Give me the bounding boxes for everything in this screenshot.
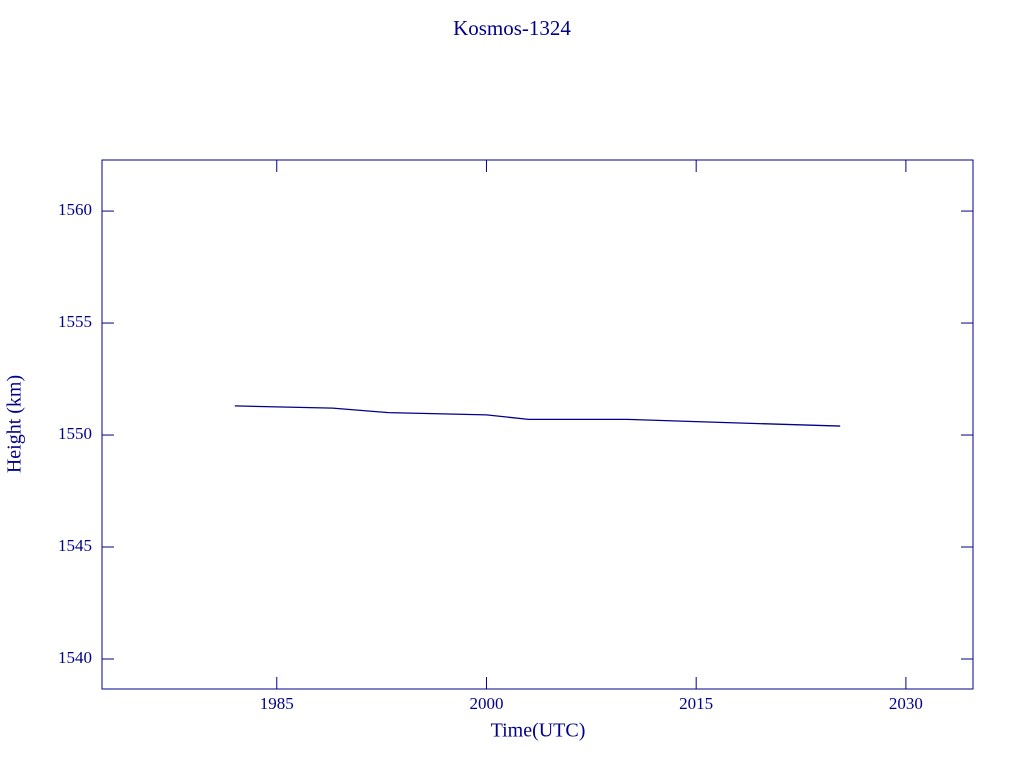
plot-frame (101, 159, 974, 690)
x-tick-label: 2000 (469, 694, 503, 713)
y-tick-label: 1540 (58, 648, 92, 667)
x-tick-label: 2030 (889, 694, 923, 713)
x-tick-label: 1985 (260, 694, 294, 713)
y-tick-label: 1545 (58, 536, 92, 555)
y-tick-label: 1555 (58, 312, 92, 331)
x-axis-label: Time(UTC) (491, 720, 586, 742)
x-tick-label: 2015 (679, 694, 713, 713)
y-tick-label: 1550 (58, 424, 92, 443)
data-line (234, 405, 841, 427)
chart-title: Kosmos-1324 (453, 16, 571, 40)
y-axis-label: Height (km) (4, 375, 26, 473)
y-tick-label: 1560 (58, 200, 92, 219)
